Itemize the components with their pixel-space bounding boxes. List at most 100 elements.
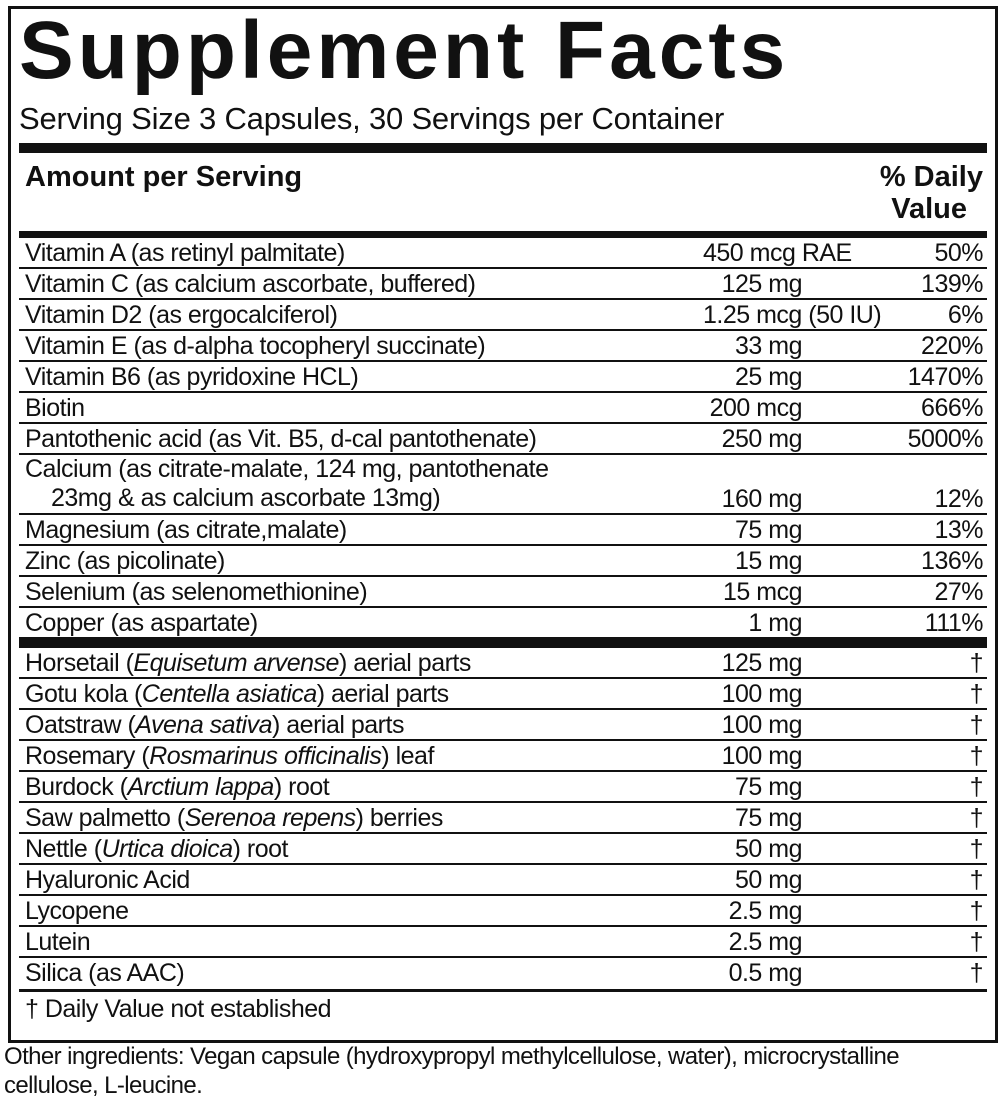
nutrient-amount: 25 mg: [735, 363, 802, 391]
herb-row: Saw palmetto (Serenoa repens) berries 75 …: [19, 803, 987, 834]
supplement-facts-panel: Supplement Facts Serving Size 3 Capsules…: [8, 6, 998, 1043]
herb-name: Nettle (Urtica dioica) root: [19, 834, 987, 863]
herb-amount: 100 mg: [721, 711, 803, 739]
nutrient-name-line: Selenium (as selenomethionine): [25, 578, 368, 606]
nutrient-name-line: Vitamin B6 (as pyridoxine HCL): [25, 363, 359, 391]
herb-daily-value: †: [969, 649, 984, 677]
herb-daily-value: †: [969, 680, 984, 708]
nutrient-amount: 125 mg: [721, 270, 803, 298]
nutrient-row: Vitamin C (as calcium ascorbate, buffere…: [19, 269, 987, 300]
herb-row: Oatstraw (Avena sativa) aerial parts 100 …: [19, 710, 987, 741]
herb-name: Burdock (Arctium lappa) root: [19, 772, 987, 801]
nutrient-row: Vitamin A (as retinyl palmitate) 450 mcg …: [19, 238, 987, 269]
nutrient-name: Magnesium (as citrate,malate): [19, 515, 987, 544]
nutrient-row: Calcium (as citrate-malate, 124 mg, pant…: [19, 455, 987, 515]
herb-row: Lycopene 2.5 mg †: [19, 896, 987, 927]
herb-latin-name: Urtica dioica: [101, 835, 234, 863]
herb-amount: 2.5 mg: [728, 928, 803, 956]
nutrient-name-line: Pantothenic acid (as Vit. B5, d-cal pant…: [25, 425, 537, 453]
nutrient-daily-value: 12%: [934, 485, 983, 513]
nutrient-row: Vitamin D2 (as ergocalciferol) 1.25 mcg (…: [19, 300, 987, 331]
herb-amount: 0.5 mg: [728, 959, 803, 987]
nutrient-amount: 250 mg: [721, 425, 803, 453]
herb-row: Burdock (Arctium lappa) root 75 mg †: [19, 772, 987, 803]
herb-common-name: Burdock (: [25, 773, 128, 801]
other-ingredients: Other ingredients: Vegan capsule (hydrox…: [4, 1043, 900, 1099]
nutrient-amount: 33 mg: [735, 332, 802, 360]
nutrient-amount: 75 mg: [735, 516, 802, 544]
serving-size: Serving Size 3 Capsules, 30 Servings per…: [19, 101, 725, 136]
herb-row: Silica (as AAC) 0.5 mg †: [19, 958, 987, 987]
herb-amount: 125 mg: [721, 649, 803, 677]
nutrient-daily-value: 1470%: [907, 363, 984, 391]
nutrient-name-line: Copper (as aspartate): [25, 609, 258, 637]
herb-amount: 50 mg: [735, 835, 802, 863]
herb-name: Gotu kola (Centella asiatica) aerial par…: [19, 679, 987, 708]
nutrient-daily-value: 136%: [921, 547, 983, 575]
nutrient-amount: 160 mg: [721, 485, 803, 513]
herb-part: ) root: [232, 835, 289, 863]
herb-name: Saw palmetto (Serenoa repens) berries: [19, 803, 987, 832]
nutrient-name: Zinc (as picolinate): [19, 546, 987, 575]
nutrient-name-line2: 23mg & as calcium ascorbate 13mg): [51, 484, 441, 512]
herb-common-name: Lutein: [25, 928, 91, 956]
herb-common-name: Gotu kola (: [25, 680, 142, 708]
daily-value-line2: Value: [891, 193, 967, 225]
nutrient-name: Vitamin C (as calcium ascorbate, buffere…: [19, 269, 987, 298]
daily-value-line1: % Daily: [879, 161, 983, 193]
herb-part: ) leaf: [381, 742, 434, 770]
nutrient-row: Zinc (as picolinate) 15 mg 136%: [19, 546, 987, 577]
herb-row: Rosemary (Rosmarinus officinalis) leaf 10…: [19, 741, 987, 772]
herb-name: Horsetail (Equisetum arvense) aerial par…: [19, 648, 987, 677]
nutrient-row: Copper (as aspartate) 1 mg 111%: [19, 608, 987, 637]
herb-name: Lycopene: [19, 896, 987, 925]
herb-daily-value: †: [969, 835, 984, 863]
daily-value-label: % Daily Value: [880, 161, 983, 231]
nutrient-name-line: Magnesium (as citrate,malate): [25, 516, 347, 544]
herb-amount: 75 mg: [735, 773, 802, 801]
nutrient-daily-value: 666%: [921, 394, 983, 422]
panel-title: Supplement Facts: [19, 5, 790, 96]
herb-common-name: Oatstraw (: [25, 711, 136, 739]
herb-latin-name: Centella asiatica: [141, 680, 317, 708]
nutrient-daily-value: 111%: [924, 609, 984, 637]
nutrient-row: Magnesium (as citrate,malate) 75 mg 13%: [19, 515, 987, 546]
footnote: † Daily Value not established: [19, 989, 987, 1026]
herb-common-name: Saw palmetto (: [25, 804, 185, 832]
herb-latin-name: Avena sativa: [135, 711, 272, 739]
nutrient-name-line: Vitamin E (as d-alpha tocopheryl succina…: [25, 332, 486, 360]
nutrient-daily-value: 50%: [934, 239, 983, 267]
herb-row: Lutein 2.5 mg †: [19, 927, 987, 958]
thick-divider: [19, 143, 987, 153]
herb-latin-name: Equisetum arvense: [133, 649, 339, 677]
nutrient-name-line: Vitamin A (as retinyl palmitate): [25, 239, 345, 267]
nutrient-amount: 1.25 mcg (50 IU): [703, 301, 882, 329]
nutrient-name-line: Calcium (as citrate-malate, 124 mg, pant…: [25, 455, 549, 483]
nutrient-daily-value: 220%: [921, 332, 983, 360]
herb-name: Rosemary (Rosmarinus officinalis) leaf: [19, 741, 987, 770]
nutrient-amount: 1 mg: [748, 609, 802, 637]
herb-daily-value: †: [969, 959, 984, 987]
column-header: Amount per Serving % Daily Value: [19, 153, 987, 231]
herb-amount: 50 mg: [735, 866, 802, 894]
nutrient-name: Calcium (as citrate-malate, 124 mg, pant…: [19, 455, 987, 513]
nutrient-name: Vitamin B6 (as pyridoxine HCL): [19, 362, 987, 391]
nutrient-daily-value: 5000%: [907, 425, 984, 453]
herb-amount: 2.5 mg: [728, 897, 803, 925]
herb-common-name: Horsetail (: [25, 649, 134, 677]
header-divider: [19, 231, 987, 238]
herb-common-name: Hyaluronic Acid: [25, 866, 190, 894]
nutrient-daily-value: 27%: [934, 578, 983, 606]
nutrient-amount: 15 mg: [735, 547, 802, 575]
nutrient-name: Copper (as aspartate): [19, 608, 987, 637]
herb-latin-name: Serenoa repens: [184, 804, 356, 832]
herb-amount: 100 mg: [721, 742, 803, 770]
herb-part: ) aerial parts: [272, 711, 404, 739]
nutrient-name: Vitamin A (as retinyl palmitate): [19, 238, 987, 267]
nutrient-row: Biotin 200 mcg 666%: [19, 393, 987, 424]
herb-daily-value: †: [969, 804, 984, 832]
herb-daily-value: †: [969, 897, 984, 925]
nutrient-row: Selenium (as selenomethionine) 15 mcg 27%: [19, 577, 987, 608]
herb-common-name: Silica (as AAC): [25, 959, 185, 987]
nutrient-list: Vitamin A (as retinyl palmitate) 450 mcg …: [19, 238, 987, 637]
